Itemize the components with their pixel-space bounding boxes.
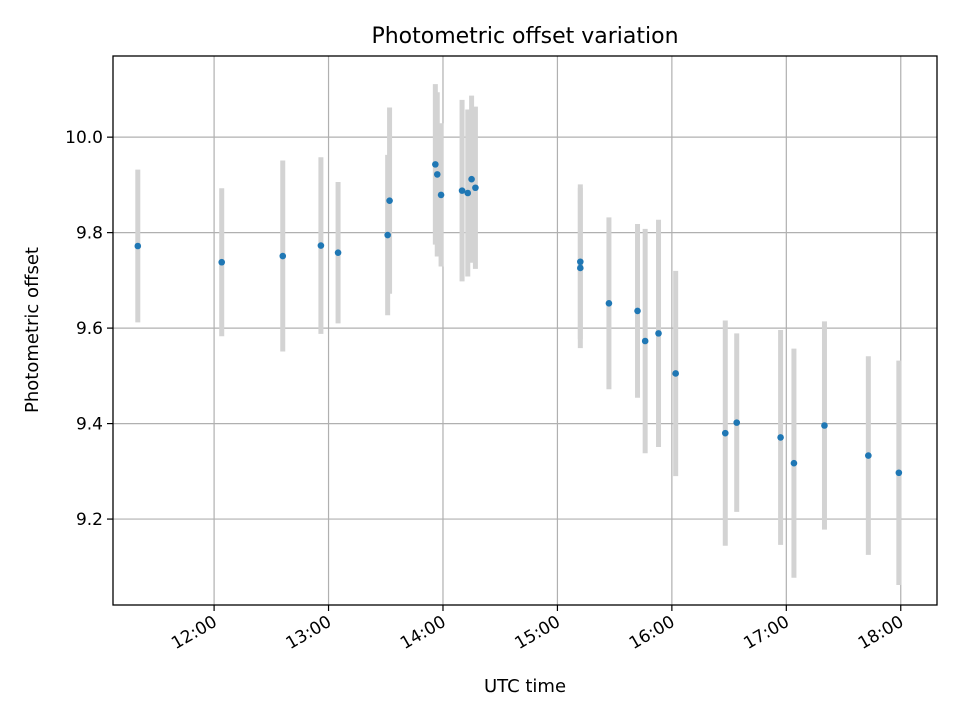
data-point bbox=[384, 231, 391, 239]
data-point bbox=[672, 370, 679, 377]
data-point bbox=[468, 175, 475, 183]
x-tick-label: 14:00 bbox=[397, 612, 449, 654]
data-point bbox=[218, 258, 226, 266]
x-tick-label: 18:00 bbox=[855, 612, 907, 654]
x-tick-label: 13:00 bbox=[283, 612, 335, 654]
y-tick-label: 9.2 bbox=[76, 510, 103, 530]
data-point bbox=[279, 252, 287, 260]
data-point bbox=[733, 419, 741, 426]
x-tick-label: 16:00 bbox=[626, 612, 678, 654]
data-point bbox=[641, 337, 649, 345]
data-point bbox=[790, 459, 798, 467]
data-point bbox=[334, 249, 342, 256]
data-point bbox=[134, 242, 142, 250]
y-tick-label: 9.4 bbox=[76, 415, 103, 435]
data-point bbox=[821, 422, 828, 429]
y-axis-label: Photometric offset bbox=[22, 247, 43, 413]
data-points bbox=[134, 161, 903, 477]
x-tick-label: 17:00 bbox=[740, 612, 792, 654]
y-tick-label: 9.8 bbox=[76, 224, 103, 244]
x-axis-label: UTC time bbox=[484, 676, 566, 697]
data-point bbox=[655, 330, 662, 337]
data-point bbox=[472, 184, 479, 192]
data-point bbox=[464, 189, 472, 197]
plot-frame bbox=[112, 55, 938, 606]
data-point bbox=[437, 191, 445, 199]
data-point bbox=[433, 171, 441, 178]
grid bbox=[113, 56, 937, 605]
data-point bbox=[865, 452, 872, 459]
error-bars bbox=[135, 84, 902, 585]
data-point bbox=[317, 242, 325, 249]
x-tick-label: 12:00 bbox=[168, 612, 220, 654]
data-point bbox=[895, 469, 903, 477]
y-axis-ticks: 9.2 9.4 9.6 9.8 10.0 bbox=[65, 128, 113, 530]
data-point bbox=[721, 429, 729, 437]
y-tick-label: 10.0 bbox=[65, 128, 103, 148]
y-tick-label: 9.6 bbox=[76, 319, 103, 339]
chart-title: Photometric offset variation bbox=[371, 24, 678, 49]
data-point bbox=[577, 264, 584, 272]
data-point bbox=[605, 299, 613, 307]
data-point bbox=[432, 161, 439, 168]
data-point bbox=[634, 307, 641, 315]
x-tick-label: 15:00 bbox=[511, 612, 563, 654]
data-point bbox=[577, 258, 584, 266]
x-axis-ticks: 12:00 13:00 14:00 15:00 16:00 17:00 18:00 bbox=[168, 605, 907, 654]
data-point bbox=[777, 434, 784, 441]
data-point bbox=[386, 197, 393, 204]
data-point bbox=[458, 187, 466, 194]
